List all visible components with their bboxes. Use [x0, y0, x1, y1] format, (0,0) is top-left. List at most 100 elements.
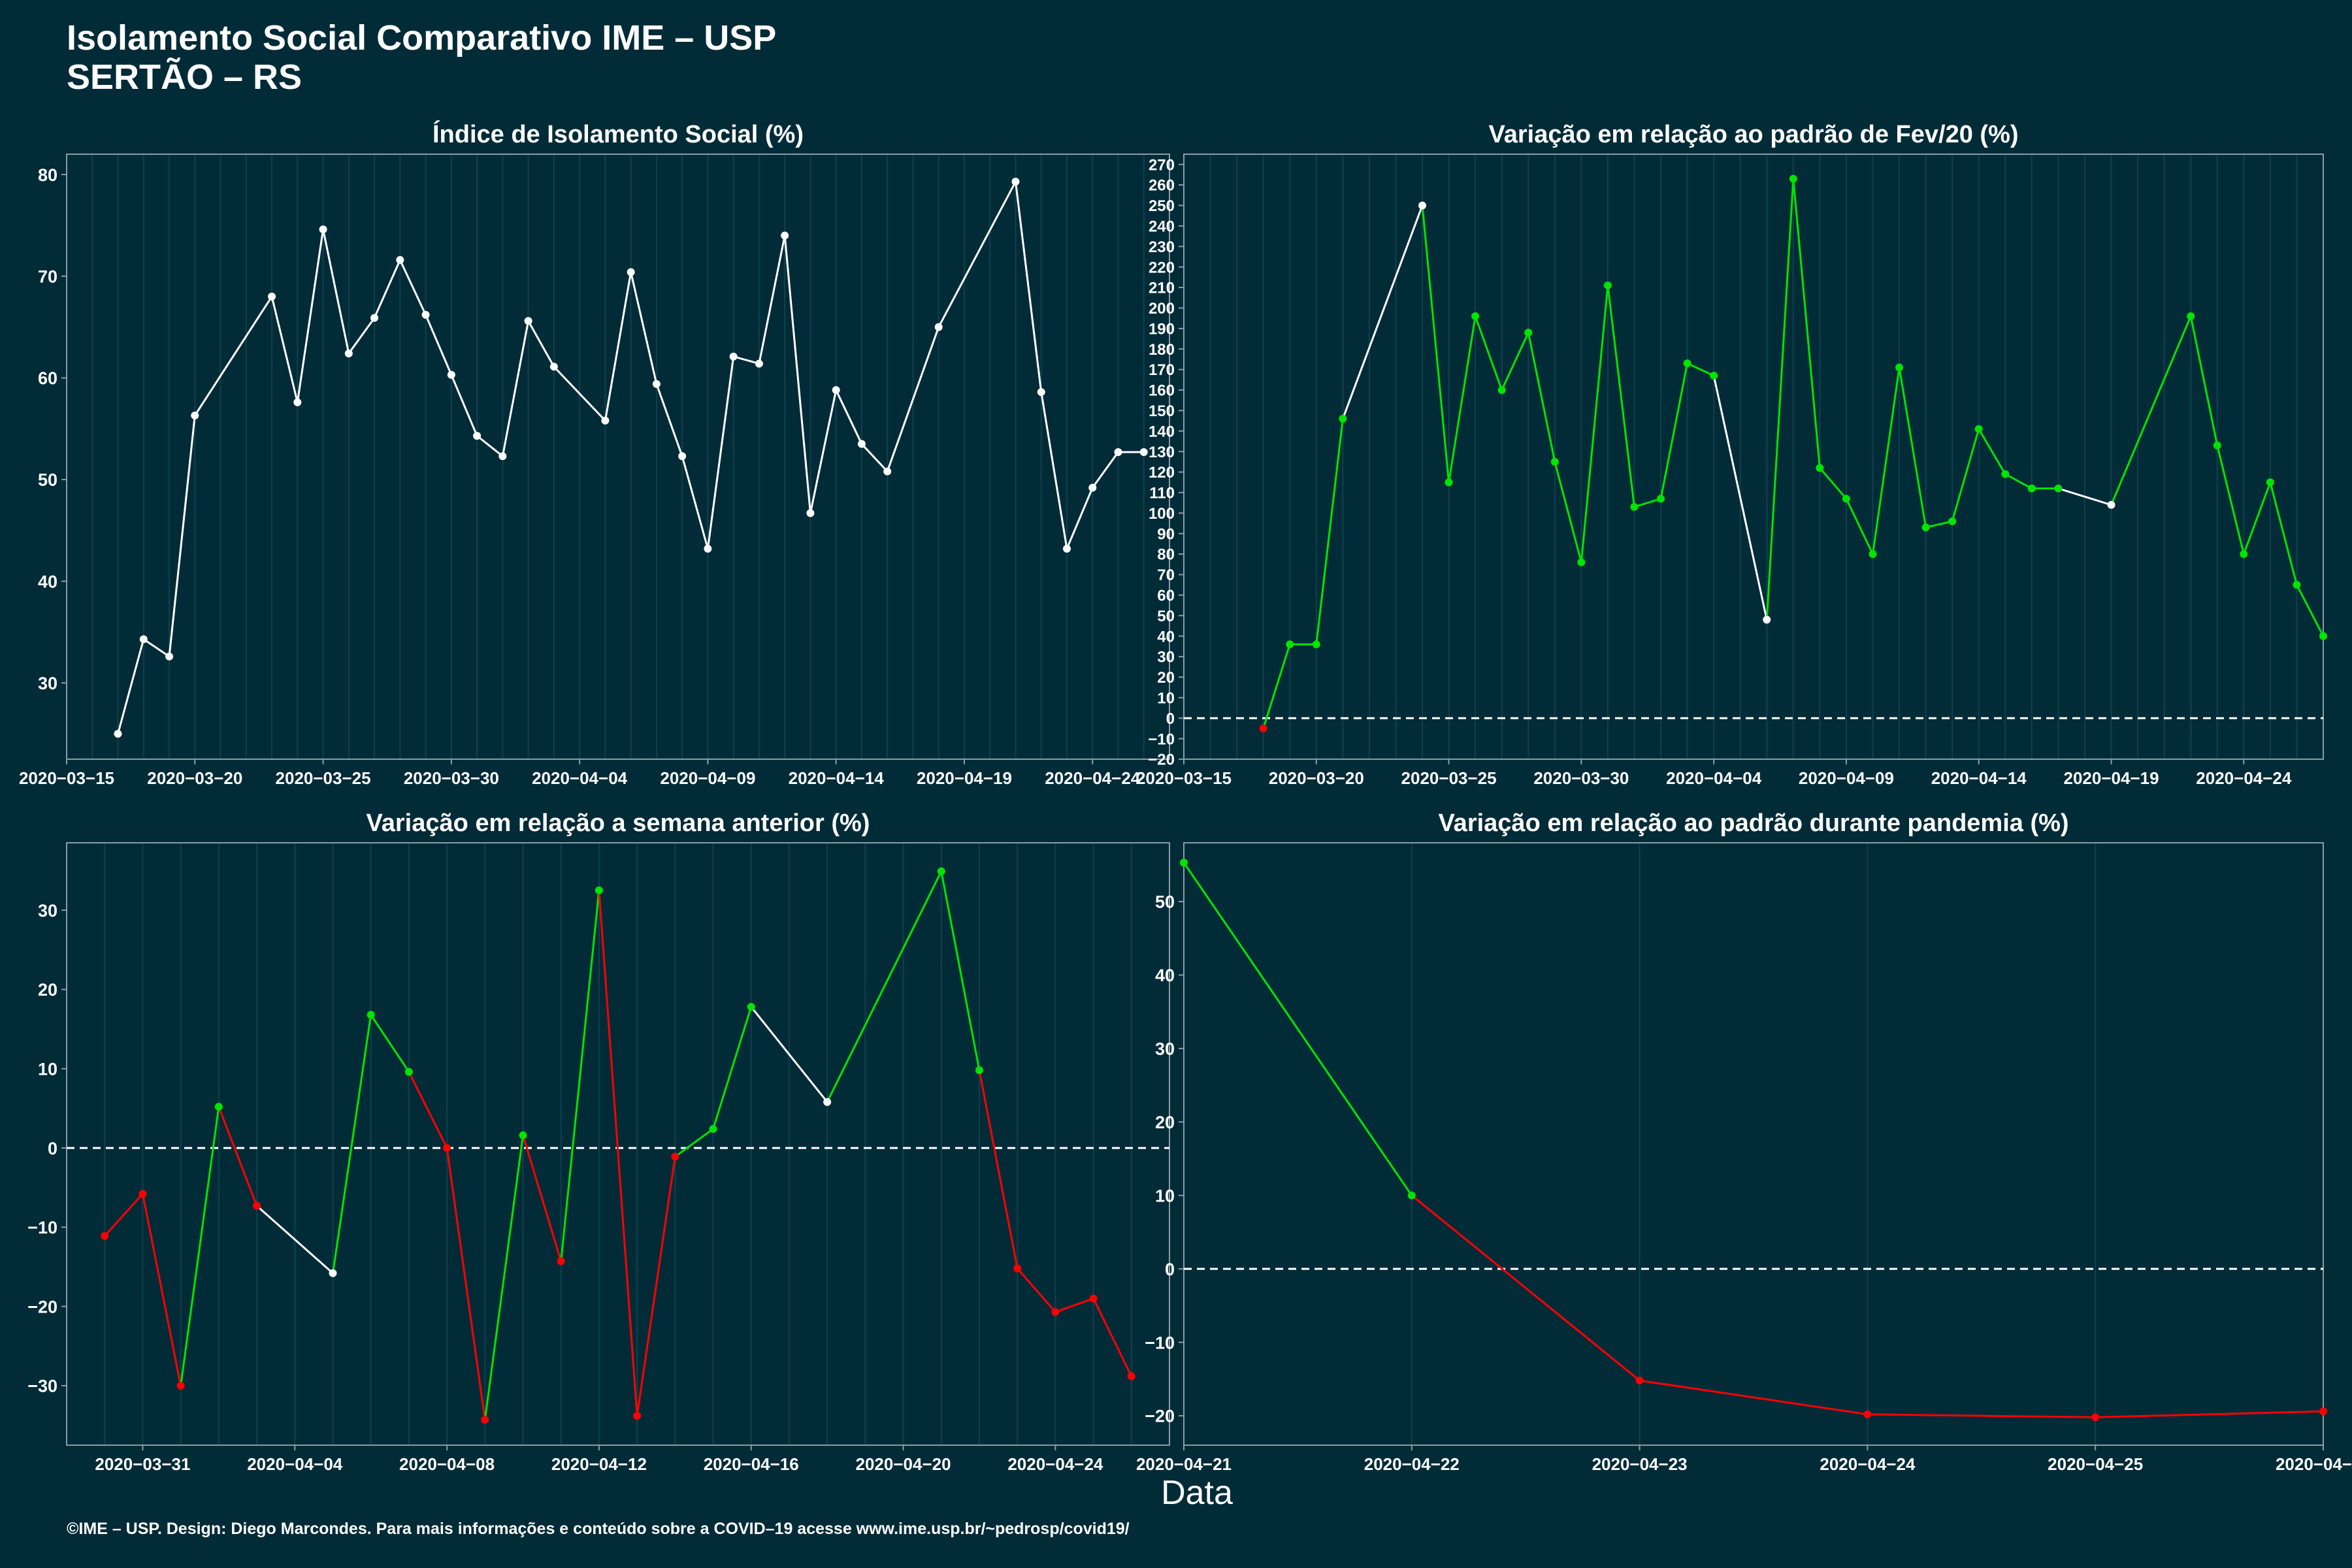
data-point	[633, 1412, 642, 1420]
y-tick-label: 50	[1155, 892, 1175, 912]
series-segment	[2242, 482, 2272, 555]
data-point	[1418, 201, 1427, 210]
data-point	[101, 1232, 109, 1240]
series-segment	[1501, 332, 1529, 391]
data-point	[1259, 724, 1267, 732]
series-segment	[1315, 418, 1344, 645]
series-segment	[750, 1006, 828, 1103]
x-tick-label: 2020−04−08	[399, 1454, 495, 1474]
x-tick-label: 2020−03−20	[147, 768, 242, 788]
series-segment	[296, 229, 325, 402]
data-point	[934, 323, 943, 331]
y-tick-label: 150	[1149, 402, 1175, 420]
x-tick-label: 2020−04−22	[1364, 1454, 1460, 1474]
series-segment	[1951, 429, 1980, 522]
x-tick-label: 2020−03−15	[19, 768, 114, 788]
series-segment	[1054, 1298, 1094, 1313]
series-segment	[348, 317, 376, 354]
x-tick-label: 2020−04−09	[660, 768, 755, 788]
series-segment	[706, 356, 735, 549]
data-point	[1816, 464, 1824, 472]
grid-lines	[66, 843, 1170, 1445]
series-segment	[940, 871, 981, 1071]
x-tick-label: 2020−03−30	[1533, 768, 1629, 788]
grid-lines	[1183, 843, 2324, 1445]
data-point	[2107, 500, 2115, 509]
series-segment	[636, 1156, 676, 1416]
data-point	[1789, 174, 1797, 183]
y-tick-label: 20	[38, 980, 57, 1000]
x-axis: 2020−04−21 2020−04−22 2020−04−23 2020−04−24…	[1136, 1445, 2352, 1474]
data-point	[1895, 363, 1904, 372]
x-tick-label: 2020−04−19	[917, 768, 1012, 788]
data-point	[1497, 385, 1506, 394]
series-segment	[180, 1106, 220, 1386]
series-segment	[331, 1015, 372, 1273]
data-point	[1603, 281, 1612, 289]
y-tick-label: 160	[1149, 382, 1175, 400]
x-tick-label: 2020−04−16	[704, 1454, 799, 1474]
data-point	[1710, 372, 1718, 380]
data-point	[396, 255, 404, 264]
plot-frame	[1183, 154, 2324, 760]
grid-lines	[66, 154, 1170, 759]
data-point	[421, 310, 430, 319]
data-point	[253, 1201, 261, 1210]
series-segment	[141, 1194, 182, 1386]
y-tick-label: 250	[1149, 197, 1175, 215]
series-segment	[1978, 428, 2006, 475]
x-tick-label: 2020−04−20	[856, 1454, 951, 1474]
data-point	[832, 386, 840, 395]
series-segment	[1017, 1267, 1056, 1313]
data-point	[1948, 517, 1957, 525]
y-axis: 30 40 50 60 70 80	[38, 165, 67, 693]
y-tick-label: −20	[1148, 751, 1175, 769]
x-tick-label: 2020−04−04	[532, 768, 628, 788]
data-point	[937, 867, 945, 875]
data-point	[481, 1416, 489, 1424]
series-segment	[1898, 367, 1927, 528]
series-segment	[1554, 461, 1582, 563]
data-point	[2319, 1407, 2327, 1416]
series-segment	[408, 1071, 448, 1149]
x-tick-label: 2020−04−21	[1136, 1454, 1232, 1474]
series-segment	[1792, 178, 1821, 468]
series-segment	[1580, 285, 1609, 563]
data-point	[1630, 502, 1639, 511]
series-segment	[783, 235, 811, 514]
plot-frame	[66, 842, 1170, 1446]
series-segment	[256, 1205, 334, 1274]
x-tick-label: 2020−03−30	[404, 768, 499, 788]
data-point	[443, 1144, 451, 1152]
data-point	[319, 225, 327, 234]
data-series	[114, 178, 1148, 738]
series-segment	[1607, 285, 1635, 508]
chart-panel-2: Variação em relação ao padrão de Fev/20 …	[1136, 121, 2327, 788]
data-point	[447, 370, 455, 379]
chart-panel-1: Índice de Isolamento Social (%) 30 40 50 60 7…	[19, 120, 1170, 788]
x-tick-label: 2020−04−12	[551, 1454, 647, 1474]
data-point	[139, 635, 148, 644]
y-tick-label: −20	[1145, 1407, 1175, 1426]
y-tick-label: 30	[38, 674, 57, 693]
data-point	[1683, 359, 1691, 368]
series-segment	[860, 443, 889, 472]
series-segment	[450, 374, 478, 436]
data-point	[2187, 312, 2195, 320]
chart-title: Variação em relação a semana anterior (%…	[367, 809, 870, 837]
data-point	[549, 363, 558, 371]
y-tick-label: 80	[38, 165, 57, 185]
series-segment	[835, 389, 863, 445]
data-point	[1011, 178, 1020, 186]
series-segment	[758, 235, 786, 364]
data-point	[1445, 478, 1453, 487]
series-segment	[681, 455, 709, 549]
x-tick-label: 2020−04−26	[2276, 1454, 2352, 1474]
series-segment	[446, 1147, 486, 1420]
x-tick-label: 2020−04−24	[2196, 768, 2292, 788]
series-segment	[1014, 181, 1043, 393]
data-point	[1139, 448, 1148, 456]
data-point	[2054, 484, 2063, 493]
series-segment	[733, 355, 760, 365]
series-segment	[655, 384, 683, 457]
